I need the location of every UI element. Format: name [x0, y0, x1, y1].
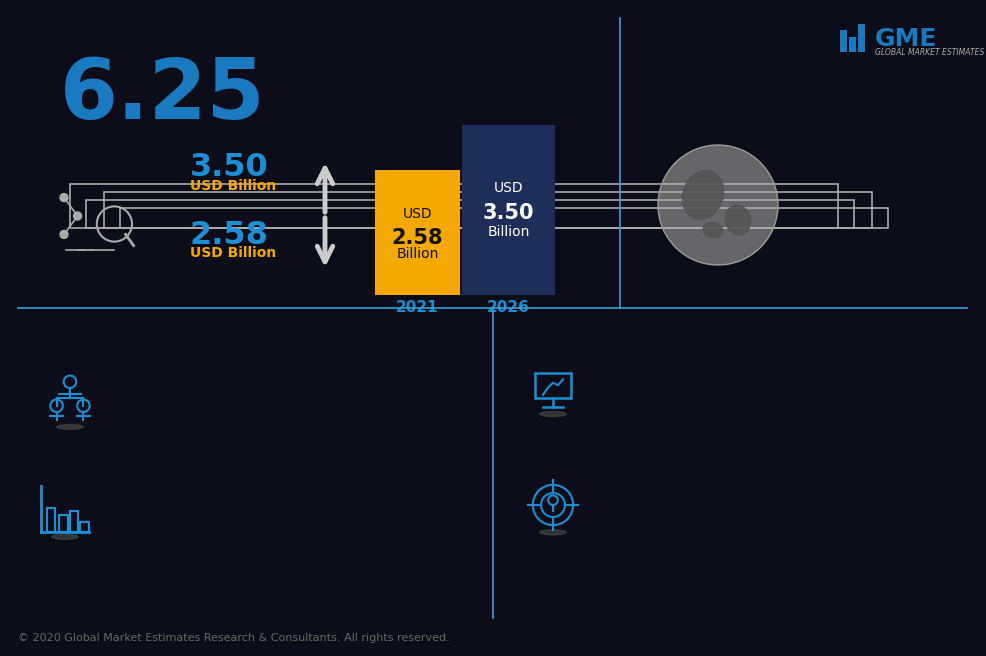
Ellipse shape [681, 171, 723, 220]
Text: 2.58: 2.58 [190, 220, 269, 251]
Text: 3.50: 3.50 [482, 203, 533, 223]
Bar [120, 208, 887, 228]
Bar [70, 512, 78, 531]
Text: 3.50: 3.50 [190, 152, 268, 184]
Text: USD Billion: USD Billion [190, 246, 276, 260]
Text: USD: USD [402, 207, 432, 222]
Bar [839, 30, 846, 52]
Bar [46, 508, 55, 531]
Bar [86, 200, 853, 228]
Bar [857, 24, 864, 52]
Ellipse shape [539, 411, 566, 417]
Bar [534, 373, 571, 398]
Bar [70, 184, 837, 228]
Text: 2021: 2021 [395, 300, 439, 316]
Text: Billion: Billion [487, 225, 529, 239]
Text: 2.58: 2.58 [391, 228, 443, 247]
Text: Billion: Billion [396, 247, 438, 262]
Ellipse shape [51, 535, 78, 539]
Text: GME: GME [875, 27, 937, 51]
Bar [59, 515, 68, 531]
Text: 2026: 2026 [486, 300, 529, 316]
Circle shape [60, 194, 68, 201]
Bar [375, 170, 459, 295]
Ellipse shape [57, 424, 83, 429]
Circle shape [60, 230, 68, 238]
Bar [104, 192, 871, 228]
Text: 6.25: 6.25 [60, 55, 265, 136]
Ellipse shape [725, 205, 750, 235]
Bar [461, 125, 554, 295]
Ellipse shape [539, 530, 566, 535]
Circle shape [658, 145, 777, 265]
Text: © 2020 Global Market Estimates Research & Consultants. All rights reserved.: © 2020 Global Market Estimates Research … [18, 633, 450, 643]
Ellipse shape [702, 222, 722, 237]
Bar [848, 37, 855, 52]
Bar [80, 522, 89, 531]
Text: USD: USD [493, 181, 523, 195]
Text: USD Billion: USD Billion [190, 179, 276, 193]
Text: GLOBAL MARKET ESTIMATES: GLOBAL MARKET ESTIMATES [875, 48, 983, 57]
Circle shape [74, 212, 82, 220]
